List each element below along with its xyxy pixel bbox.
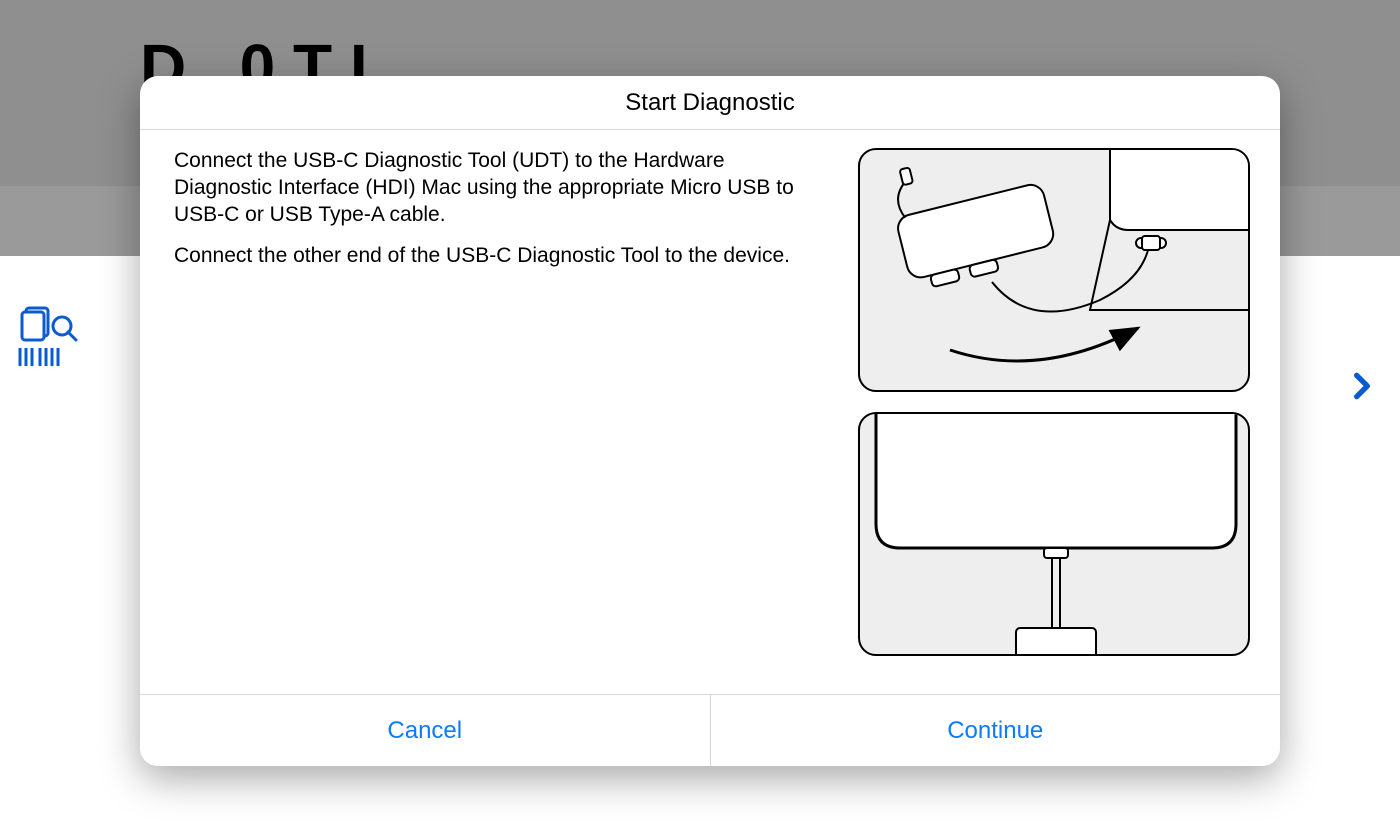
instruction-paragraph-2: Connect the other end of the USB-C Diagn… (174, 243, 814, 270)
modal-title: Start Diagnostic (140, 76, 1280, 130)
chevron-right-icon[interactable] (1342, 366, 1382, 406)
barcode-scan-icon[interactable] (18, 306, 80, 368)
instruction-paragraph-1: Connect the USB-C Diagnostic Tool (UDT) … (174, 148, 814, 229)
illustration-usb-hub-to-laptop (858, 148, 1250, 392)
continue-button[interactable]: Continue (711, 695, 1281, 766)
modal-footer: Cancel Continue (140, 694, 1280, 766)
modal-instructions: Connect the USB-C Diagnostic Tool (UDT) … (174, 148, 834, 676)
cancel-button[interactable]: Cancel (140, 695, 710, 766)
modal-illustrations (858, 148, 1250, 676)
modal-body: Connect the USB-C Diagnostic Tool (UDT) … (140, 130, 1280, 694)
start-diagnostic-modal: Start Diagnostic Connect the USB-C Diagn… (140, 76, 1280, 766)
illustration-cable-to-device (858, 412, 1250, 656)
